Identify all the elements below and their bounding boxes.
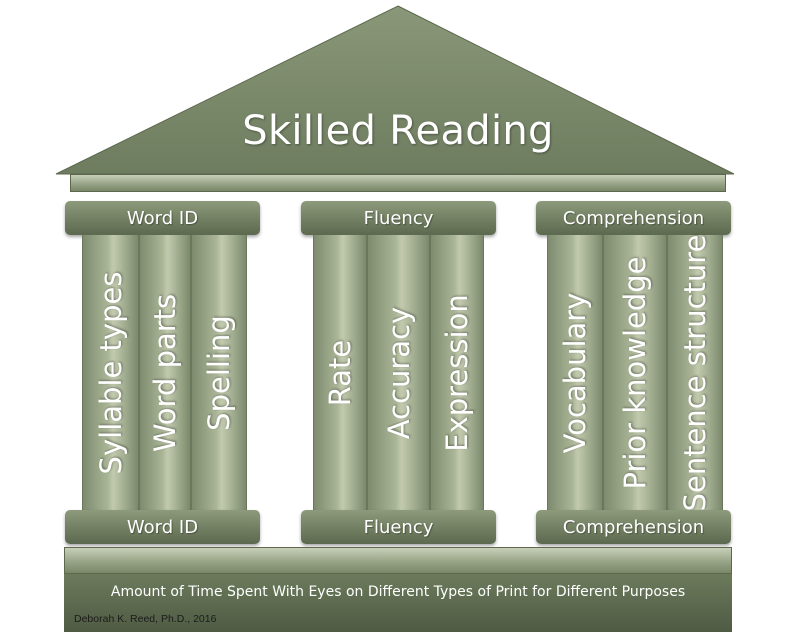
pillar-top-label: Fluency	[301, 201, 496, 235]
pillar-column: Prior knowledge	[603, 235, 667, 510]
foundation-text: Amount of Time Spent With Eyes on Differ…	[110, 584, 686, 600]
roof-title: Skilled Reading	[242, 108, 554, 154]
column-label: Rate	[323, 339, 357, 406]
foundation: Amount of Time Spent With Eyes on Differ…	[64, 574, 732, 632]
pillar-column: Spelling	[191, 235, 247, 510]
pillar-bottom-label: Word ID	[65, 510, 260, 544]
column-label: Syllable types	[93, 271, 128, 474]
bottom-beam	[64, 547, 732, 574]
column-label: Prior knowledge	[618, 255, 652, 490]
pillar-column: Accuracy	[367, 235, 430, 510]
pillar-column: Rate	[313, 235, 367, 510]
column-label: Word parts	[148, 293, 182, 452]
credit-text: Deborah K. Reed, Ph.D., 2016	[74, 613, 217, 625]
roof	[55, 5, 735, 175]
pillar-column: Syllable types	[82, 235, 139, 510]
pillar-column: Expression	[430, 235, 484, 510]
pillar-column: Sentence structure	[667, 234, 723, 511]
column-label: Expression	[440, 293, 474, 452]
pillar-bottom-label: Fluency	[301, 510, 496, 544]
pillar-top-label: Word ID	[65, 201, 260, 235]
column-label: Spelling	[202, 314, 236, 431]
pillar-top-label: Comprehension	[536, 201, 731, 235]
column-label: Accuracy	[381, 306, 416, 439]
pillar-column: Word parts	[139, 235, 191, 510]
column-label: Vocabulary	[558, 292, 592, 453]
pillar-bottom-label: Comprehension	[536, 510, 731, 544]
column-label: Sentence structure	[678, 234, 712, 511]
top-beam	[70, 174, 726, 192]
pillar-column: Vocabulary	[547, 235, 603, 510]
